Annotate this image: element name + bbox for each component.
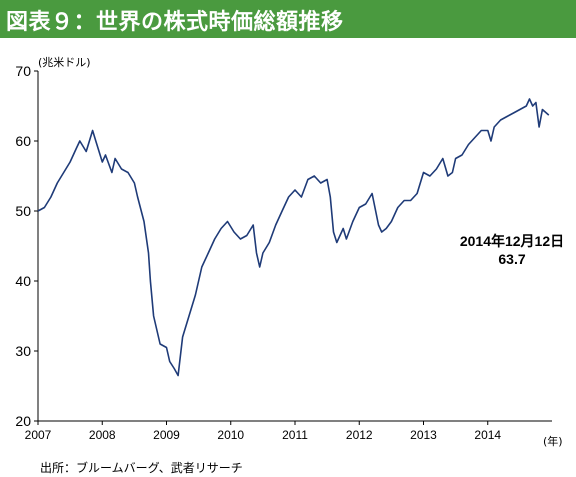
y-tick-label: 50	[15, 203, 31, 219]
annotation-value: 63.7	[498, 251, 526, 267]
last-value-annotation: 2014年12月12日 63.7	[442, 232, 576, 268]
x-tick-label: 2012	[346, 428, 373, 442]
x-tick-label: 2009	[153, 428, 180, 442]
y-tick-label: 20	[15, 413, 31, 429]
series-line	[37, 98, 550, 377]
y-tick-label: 30	[15, 343, 31, 359]
y-axis-unit-label: (兆米ドル)	[38, 56, 91, 69]
title-bar: 図表９：世界の株式時価総額推移	[0, 0, 576, 38]
chart-marks	[37, 98, 550, 377]
x-tick-label: 2013	[410, 428, 437, 442]
chart-axes: 20 30 40 50 60 70 2007 2008 2009 2010 2011 2012 2013…	[15, 63, 552, 442]
y-tick-label: 60	[15, 133, 31, 149]
annotation-date: 2014年12月12日	[459, 233, 565, 249]
x-axis-unit-label: (年)	[543, 435, 563, 448]
chart-title: 図表９：世界の株式時価総額推移	[6, 10, 344, 35]
x-tick-label: 2011	[282, 428, 308, 442]
y-tick-label: 70	[15, 63, 31, 79]
y-tick-label: 40	[15, 273, 31, 289]
x-tick-label: 2010	[217, 428, 244, 442]
x-tick-label: 2008	[89, 428, 116, 442]
source-note: 出所：ブルームバーグ、武者リサーチ	[40, 461, 243, 475]
x-tick-label: 2014	[474, 428, 501, 442]
x-tick-label: 2007	[25, 428, 52, 442]
